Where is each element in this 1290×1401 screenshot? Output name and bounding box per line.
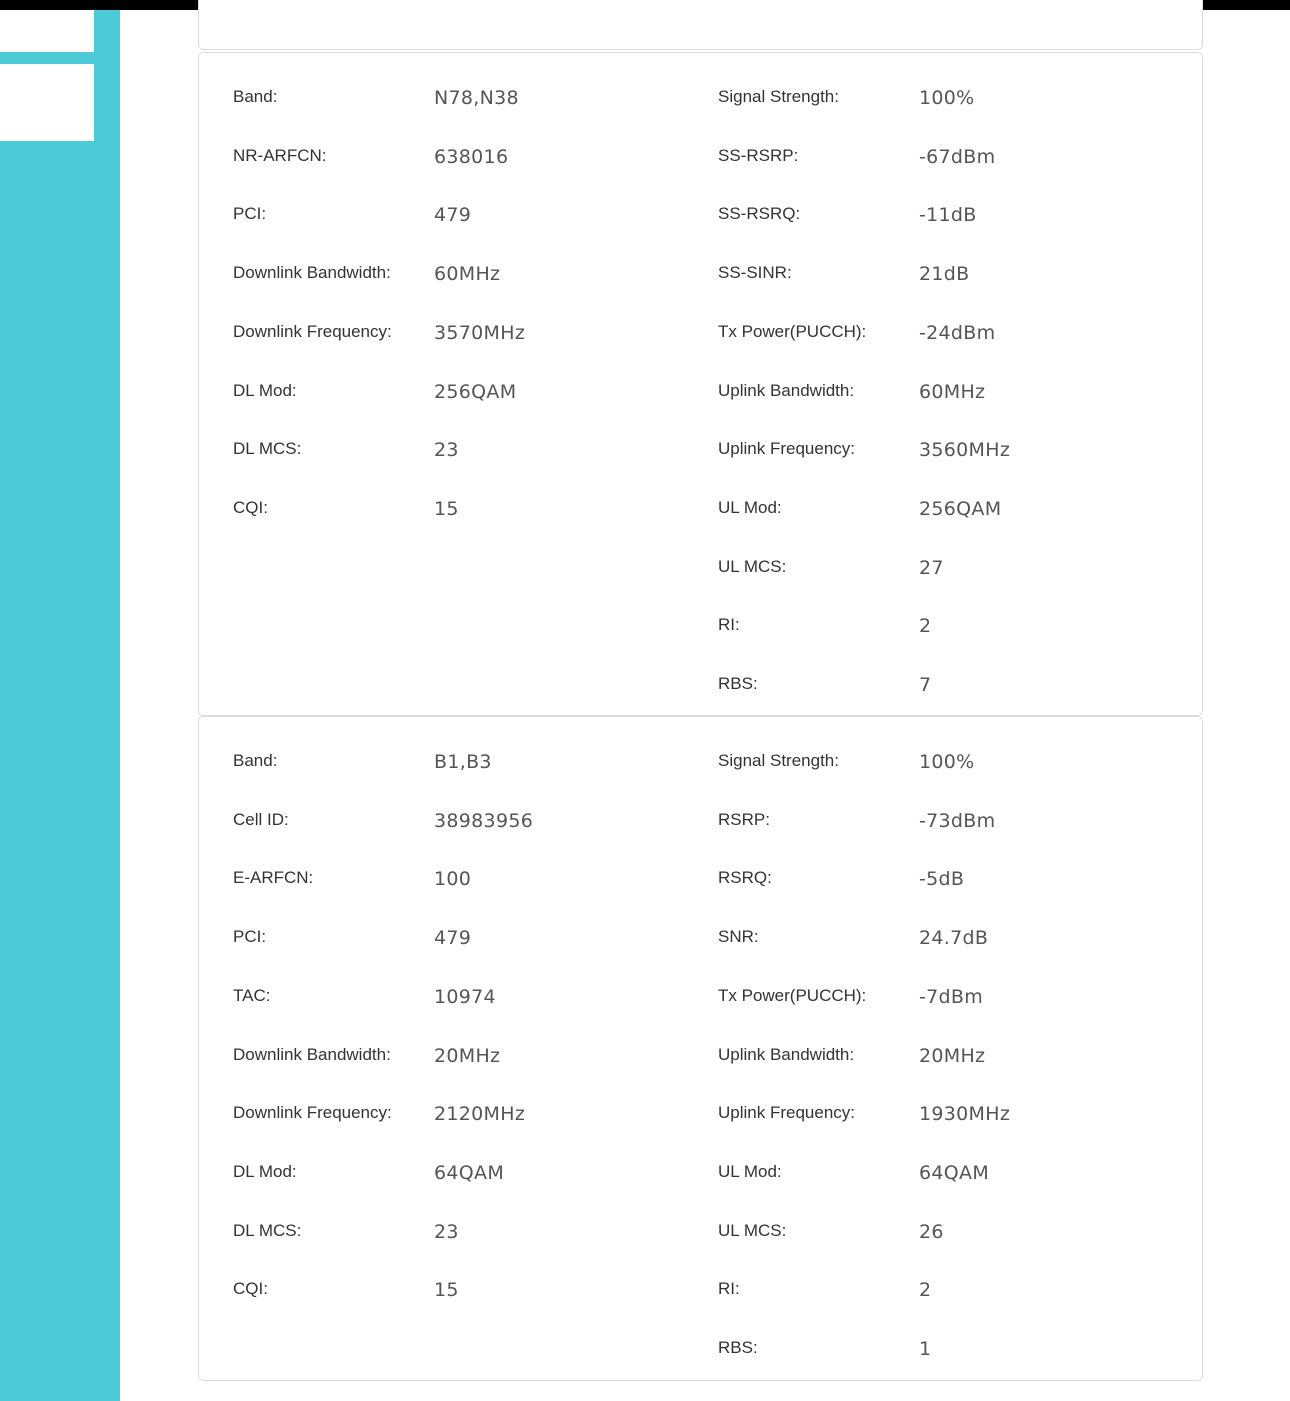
- field-value: -73dBm: [919, 809, 996, 832]
- field-label: Downlink Frequency:: [233, 321, 392, 341]
- field-label: RBS:: [718, 674, 758, 693]
- field-label: Signal Strength:: [718, 87, 839, 106]
- field-label: Tx Power(PUCCH):: [718, 321, 867, 341]
- field-value: 638016: [434, 145, 509, 168]
- sidebar-item[interactable]: [0, 64, 94, 141]
- field-value: 60MHz: [919, 380, 986, 403]
- field-value: 10974: [434, 985, 496, 1008]
- field-label: RBS:: [718, 1338, 758, 1357]
- field-label: SS-SINR:: [718, 263, 792, 283]
- field-label: Downlink Bandwidth:: [233, 1044, 391, 1064]
- field-label: Uplink Bandwidth:: [718, 1044, 855, 1064]
- field-label: DL Mod:: [233, 1161, 297, 1181]
- field-label: NR-ARFCN:: [233, 145, 327, 165]
- field-value: 64QAM: [434, 1161, 505, 1184]
- field-label: Uplink Frequency:: [718, 439, 856, 459]
- field-label: Band:: [233, 87, 278, 106]
- field-value: 60MHz: [434, 263, 501, 286]
- field-label: SS-RSRQ:: [718, 204, 801, 224]
- field-value: 21dB: [919, 263, 970, 286]
- field-value: 2: [919, 615, 932, 638]
- sidebar-item[interactable]: [0, 10, 94, 52]
- field-value: 3570MHz: [434, 321, 526, 344]
- field-value: -67dBm: [919, 145, 996, 168]
- field-value: 2120MHz: [434, 1103, 526, 1126]
- field-value: 100%: [919, 751, 975, 773]
- field-value: 479: [434, 927, 472, 950]
- field-label: UL MCS:: [718, 1220, 787, 1240]
- field-value: -7dBm: [919, 985, 984, 1008]
- nr-cell-info-card: Band: N78,N38 NR-ARFCN: 638016 PCI: 479 Downli…: [198, 52, 1203, 716]
- field-value: 256QAM: [434, 380, 517, 403]
- sidebar: [0, 10, 120, 1401]
- field-label: TAC:: [233, 985, 271, 1005]
- field-label: UL MCS:: [718, 556, 787, 576]
- field-label: Downlink Bandwidth:: [233, 263, 391, 283]
- field-value: B1,B3: [434, 751, 492, 773]
- field-label: DL MCS:: [233, 439, 302, 459]
- field-value: 64QAM: [919, 1161, 990, 1184]
- field-value: 1930MHz: [919, 1103, 1011, 1126]
- field-label: Cell ID:: [233, 809, 289, 829]
- lte-cell-info-card: Band: B1,B3 Cell ID: 38983956 E-ARFCN: 100 PCI…: [198, 716, 1203, 1381]
- field-value: 20MHz: [434, 1044, 501, 1067]
- field-label: RSRP:: [718, 809, 770, 829]
- field-label: UL Mod:: [718, 497, 782, 517]
- field-value: 1: [919, 1338, 932, 1360]
- field-value: 100%: [919, 87, 975, 109]
- field-label: Uplink Bandwidth:: [718, 380, 855, 400]
- field-value: 15: [434, 497, 459, 520]
- previous-info-card: [198, 0, 1203, 50]
- field-value: 15: [434, 1279, 459, 1302]
- field-value: 2: [919, 1279, 932, 1302]
- field-value: -11dB: [919, 204, 977, 227]
- field-value: 24.7dB: [919, 927, 989, 950]
- field-label: RI:: [718, 1279, 740, 1299]
- field-label: Uplink Frequency:: [718, 1103, 856, 1123]
- field-label: DL Mod:: [233, 380, 297, 400]
- field-label: RSRQ:: [718, 868, 772, 888]
- field-value: 479: [434, 204, 472, 227]
- field-value: -24dBm: [919, 321, 996, 344]
- field-label: Band:: [233, 751, 278, 770]
- field-value: N78,N38: [434, 87, 519, 109]
- field-label: CQI:: [233, 1279, 268, 1299]
- field-value: 20MHz: [919, 1044, 986, 1067]
- field-value: 3560MHz: [919, 439, 1011, 462]
- field-label: RI:: [718, 615, 740, 635]
- field-label: SNR:: [718, 927, 759, 947]
- field-label: PCI:: [233, 204, 267, 224]
- field-value: 26: [919, 1220, 944, 1243]
- field-label: CQI:: [233, 497, 268, 517]
- field-label: Tx Power(PUCCH):: [718, 985, 867, 1005]
- field-value: 23: [434, 439, 459, 462]
- field-value: -5dB: [919, 868, 965, 891]
- field-value: 100: [434, 868, 472, 891]
- field-value: 27: [919, 556, 944, 579]
- field-label: UL Mod:: [718, 1161, 782, 1181]
- field-label: E-ARFCN:: [233, 868, 314, 888]
- field-value: 38983956: [434, 809, 534, 832]
- field-label: Signal Strength:: [718, 751, 839, 770]
- field-value: 7: [919, 674, 932, 696]
- field-label: SS-RSRP:: [718, 145, 799, 165]
- field-label: Downlink Frequency:: [233, 1103, 392, 1123]
- field-value: 23: [434, 1220, 459, 1243]
- field-label: DL MCS:: [233, 1220, 302, 1240]
- field-label: PCI:: [233, 927, 267, 947]
- field-value: 256QAM: [919, 497, 1002, 520]
